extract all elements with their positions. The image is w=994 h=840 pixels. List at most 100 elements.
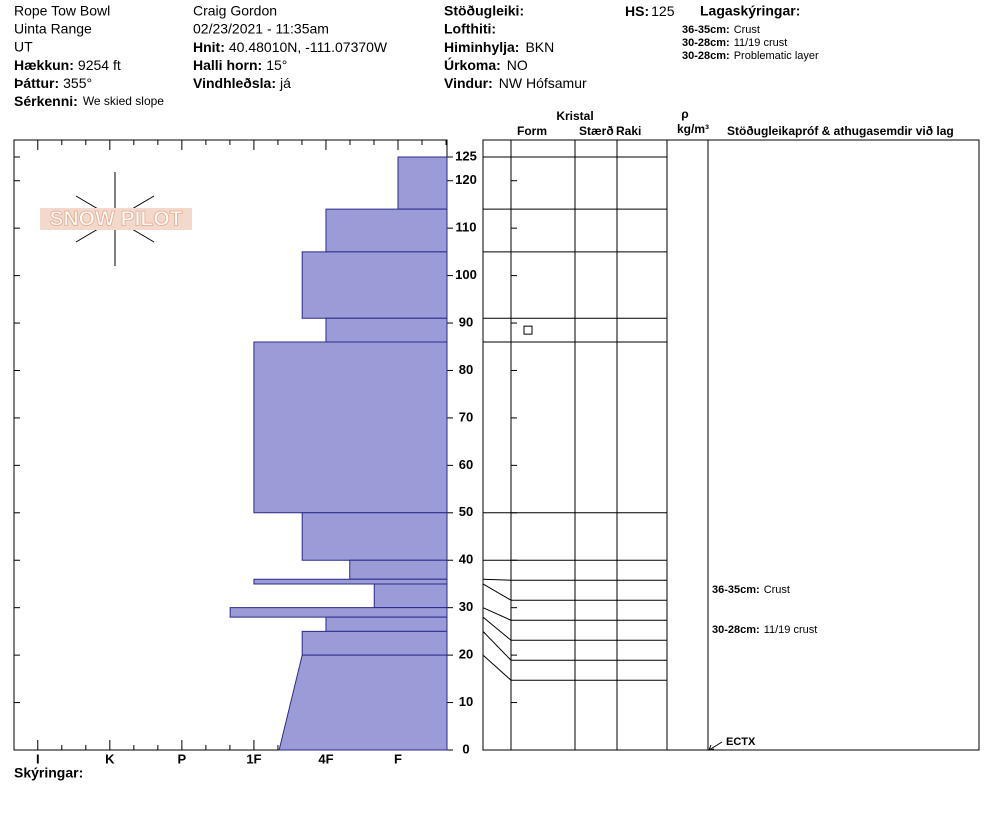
x-tick-label: 4F [318, 751, 333, 766]
layer-notes-title: Lagaskýringar: [700, 3, 800, 19]
value: 9254 ft [78, 57, 121, 73]
label: Úrkoma: [444, 56, 501, 73]
col-crystal: Kristal [556, 109, 593, 123]
layer [397, 156, 448, 210]
label: Halli horn: [193, 57, 262, 73]
note-text: Problematic layer [734, 50, 819, 62]
y-tick-label: 90 [459, 314, 473, 329]
y-tick-label: 80 [459, 362, 473, 377]
grain-form [523, 325, 533, 335]
y-tick-label: 70 [459, 409, 473, 424]
y-tick-label: 40 [459, 552, 473, 567]
layer-note: 36-35cm: Crust [682, 24, 760, 36]
y-tick-label: 0 [462, 741, 469, 756]
sky: Himinhylja: BKN [444, 39, 554, 55]
comment-text: Crust [764, 584, 790, 596]
layer [349, 559, 448, 580]
value: 40.48010N, -111.07370W [229, 39, 388, 55]
row-connector [482, 631, 512, 661]
test-arrow [708, 741, 723, 751]
features: Sérkenni: We skied slope [14, 93, 164, 109]
wind-loading: Vindhleðsla: já [193, 75, 291, 91]
comment-range: 30-28cm: [712, 624, 760, 636]
col-density-symbol: ρ [681, 107, 688, 121]
value: We skied slope [83, 94, 164, 108]
layer [253, 341, 448, 514]
x-tick-label: P [178, 751, 187, 766]
layer [373, 583, 448, 609]
y-tick-label: 125 [455, 148, 477, 163]
label: Hækkun: [14, 57, 74, 73]
row-connector [482, 583, 512, 601]
precip: Úrkoma: NO [444, 56, 528, 73]
hs: HS: 125 [625, 3, 675, 19]
comments-label: Skýringar: [14, 765, 83, 781]
slope: Halli horn: 15° [193, 57, 287, 73]
y-tick-label: 120 [455, 172, 477, 187]
note-range: 30-28cm: [682, 50, 730, 62]
datetime: 02/23/2021 - 11:35am [193, 21, 329, 37]
stability: Stöðugleiki: [444, 3, 524, 19]
x-tick-label: K [105, 751, 115, 766]
comment-range: 36-35cm: [712, 584, 760, 596]
layer-note: 30-28cm: 11/19 crust [682, 37, 787, 49]
layer [301, 630, 448, 656]
label: Hnit: [193, 39, 225, 55]
aspect: Þáttur: 355° [14, 75, 92, 91]
value: NO [507, 57, 528, 73]
layer [325, 317, 448, 343]
layer-comment: 36-35cm: Crust [712, 584, 790, 596]
arrow-head [708, 744, 715, 751]
layer-comment: 30-28cm: 11/19 crust [712, 624, 817, 636]
value: já [279, 75, 291, 91]
y-tick-label: 60 [459, 457, 473, 472]
site: Rope Tow Bowl [14, 3, 110, 19]
elevation: Hækkun: 9254 ft [14, 57, 121, 73]
y-tick-label: 10 [459, 694, 473, 709]
layer [325, 208, 448, 253]
layer [253, 578, 448, 585]
note-range: 36-35cm: [682, 24, 730, 36]
y-tick-label: 30 [459, 599, 473, 614]
col-moisture: Raki [616, 124, 641, 138]
row-connector [482, 654, 512, 681]
observer: Craig Gordon [193, 3, 277, 19]
col-tests: Stöðugleikapróf & athugasemdir við lag [727, 124, 954, 138]
label: Sérkenni: [14, 93, 78, 109]
value: 355° [63, 75, 92, 91]
value: NW Hófsamur [499, 75, 587, 91]
x-tick-label: F [394, 751, 402, 766]
row-connector [482, 578, 512, 581]
x-tick-label: I [36, 751, 40, 766]
col-size: Stærð [579, 124, 614, 138]
label: Vindur: [444, 75, 493, 91]
label: HS: [625, 3, 649, 19]
col-form: Form [517, 124, 547, 138]
y-tick-label: 100 [455, 267, 477, 282]
layer [278, 654, 448, 751]
value: BKN [525, 39, 554, 55]
state: UT [14, 39, 33, 55]
layer-note: 30-28cm: Problematic layer [682, 50, 819, 62]
note-text: Crust [734, 24, 760, 36]
layer [301, 512, 448, 561]
comment-text: 11/19 crust [764, 624, 818, 636]
note-range: 30-28cm: [682, 37, 730, 49]
y-tick-label: 110 [456, 220, 477, 235]
y-tick-label: 20 [459, 647, 473, 662]
label: Þáttur: [14, 75, 59, 91]
row-connector [482, 607, 512, 621]
y-tick-label: 50 [459, 504, 473, 519]
x-tick-label: 1F [246, 751, 261, 766]
layer [301, 251, 448, 319]
row-connector [482, 616, 512, 641]
coords: Hnit: 40.48010N, -111.07370W [193, 39, 388, 55]
col-density-unit: kg/m³ [677, 122, 709, 136]
label: Himinhylja: [444, 39, 519, 55]
note-text: 11/19 crust [734, 37, 788, 49]
range: Uinta Range [14, 21, 92, 37]
value: 15° [266, 57, 287, 73]
table-frame [482, 139, 980, 751]
value: 125 [651, 3, 675, 19]
